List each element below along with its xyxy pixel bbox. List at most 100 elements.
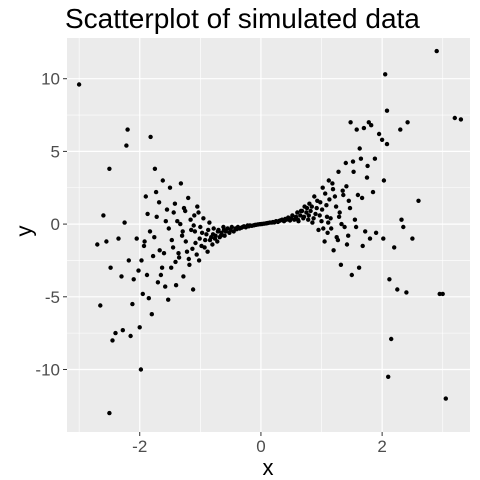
data-point <box>310 220 315 225</box>
data-point <box>101 213 106 218</box>
data-point <box>169 265 174 270</box>
data-point <box>316 227 321 233</box>
data-point <box>167 185 173 190</box>
data-point <box>290 213 295 218</box>
data-point <box>130 301 135 307</box>
data-point <box>304 210 309 215</box>
data-point <box>363 229 368 234</box>
data-point <box>440 291 445 297</box>
data-point <box>356 265 362 270</box>
data-point <box>181 274 186 279</box>
data-point <box>354 127 359 132</box>
data-point <box>179 233 185 238</box>
data-point <box>178 181 184 186</box>
data-point <box>379 137 385 142</box>
data-point <box>128 333 133 339</box>
y-axis-ticks: -10 -5 0 5 10 <box>35 70 67 379</box>
data-point <box>171 210 176 215</box>
data-point <box>384 141 390 147</box>
data-point <box>336 169 341 174</box>
data-point <box>163 284 168 289</box>
data-point <box>337 210 342 215</box>
data-point <box>364 175 370 180</box>
data-point <box>218 233 224 238</box>
data-point <box>107 410 112 416</box>
data-point <box>207 220 212 225</box>
data-point <box>169 237 174 243</box>
data-point <box>149 312 154 317</box>
data-point <box>152 235 157 240</box>
data-point <box>387 277 392 282</box>
y-tick-label: 10 <box>41 70 60 89</box>
x-tick-label: 2 <box>377 437 386 456</box>
data-point <box>143 194 148 199</box>
data-point <box>359 195 365 201</box>
data-point <box>360 243 365 249</box>
data-point <box>191 223 196 228</box>
data-point <box>145 211 150 217</box>
data-point <box>104 239 109 244</box>
data-point <box>119 274 124 279</box>
data-point <box>443 396 448 401</box>
data-point <box>160 178 165 183</box>
data-point <box>314 205 319 211</box>
data-point <box>405 120 410 125</box>
data-point <box>327 197 332 202</box>
plot-panel <box>67 38 470 432</box>
data-point <box>312 194 317 199</box>
data-point <box>319 207 325 212</box>
data-point <box>141 243 147 249</box>
data-point <box>204 232 209 237</box>
data-point <box>116 236 121 241</box>
data-point <box>120 328 126 333</box>
data-point <box>194 252 199 257</box>
data-point <box>197 236 202 241</box>
data-point <box>404 290 409 295</box>
data-point <box>155 280 161 285</box>
data-point <box>434 48 439 54</box>
data-point <box>307 201 312 206</box>
data-point <box>395 287 400 292</box>
x-axis-label: x <box>263 455 274 480</box>
data-point <box>222 233 227 238</box>
data-point <box>373 230 379 235</box>
data-point <box>108 265 113 270</box>
data-point <box>346 233 351 238</box>
data-point <box>458 117 464 122</box>
data-point <box>370 189 376 195</box>
data-point <box>341 192 346 198</box>
data-point <box>207 237 213 243</box>
data-point <box>189 227 194 233</box>
data-point <box>321 226 326 231</box>
data-point <box>138 367 144 372</box>
data-point <box>324 214 330 219</box>
data-point <box>398 127 403 132</box>
data-point <box>329 226 334 231</box>
data-point <box>349 272 354 278</box>
data-point <box>205 249 210 254</box>
data-point <box>324 203 329 208</box>
data-point <box>317 213 322 218</box>
data-point <box>365 163 370 169</box>
data-point <box>352 217 358 222</box>
data-point <box>401 224 406 230</box>
data-point <box>335 237 341 243</box>
data-point <box>311 216 316 221</box>
data-point <box>186 256 191 262</box>
data-point <box>188 217 193 222</box>
y-axis-label: y <box>12 226 37 237</box>
data-point <box>306 217 311 222</box>
data-point <box>309 204 314 209</box>
data-point <box>355 192 361 198</box>
data-point <box>183 239 188 244</box>
data-point <box>156 200 162 205</box>
data-point <box>196 210 201 215</box>
data-point <box>326 178 331 183</box>
y-tick-label: 0 <box>51 215 60 234</box>
data-point <box>361 125 367 131</box>
data-point <box>344 184 349 189</box>
data-point <box>338 262 344 267</box>
data-point <box>190 287 196 292</box>
data-point <box>192 229 198 234</box>
